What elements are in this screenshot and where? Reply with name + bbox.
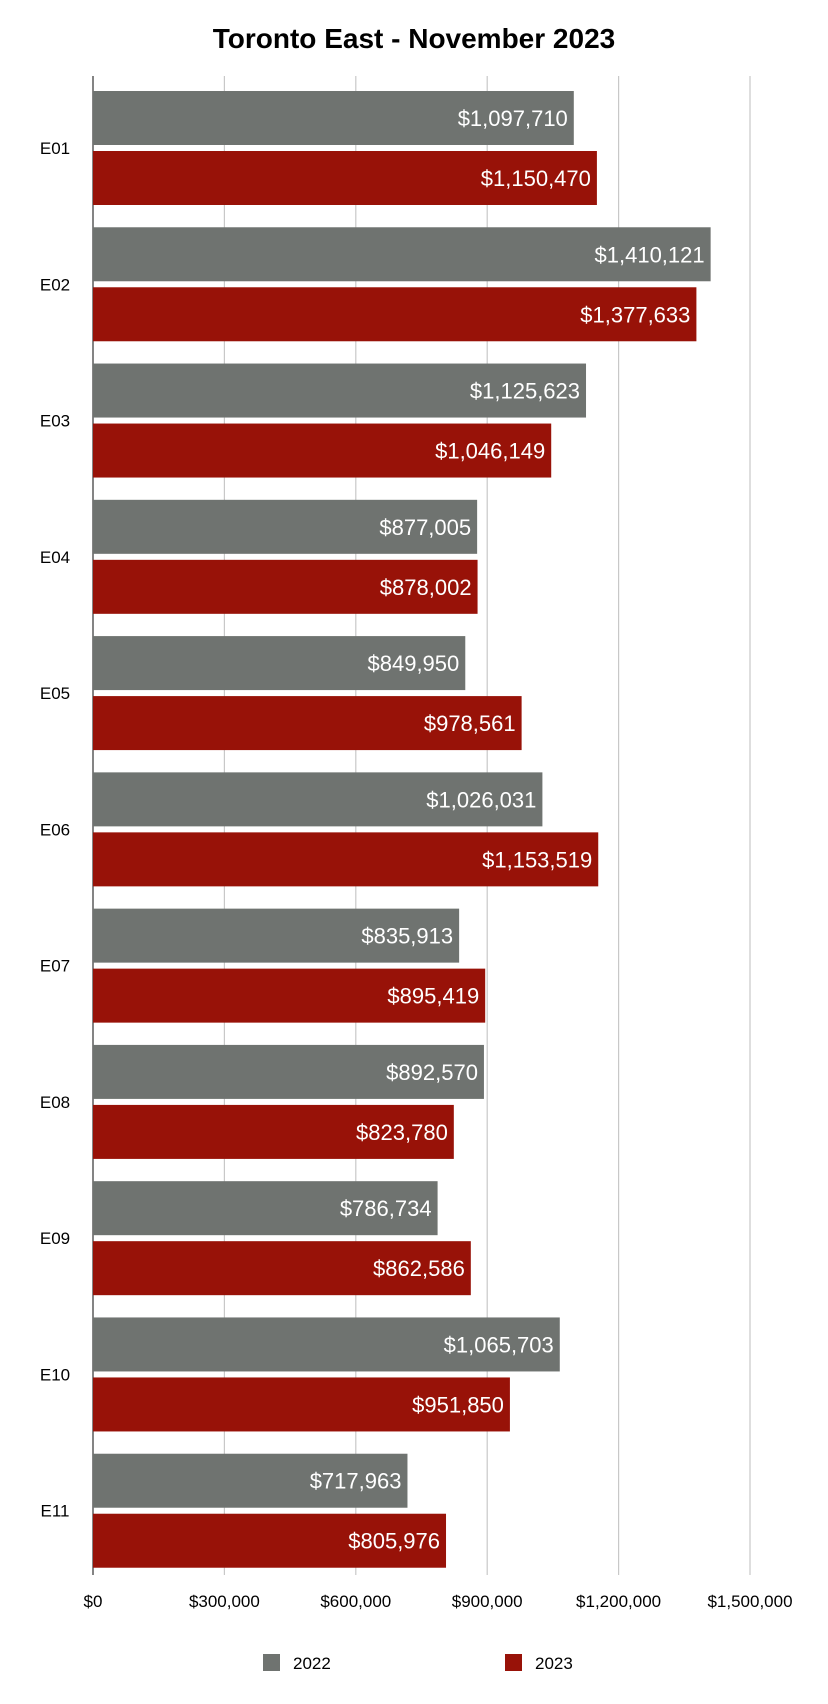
- x-tick-label: $1,200,000: [576, 1592, 661, 1611]
- data-label: $786,734: [340, 1196, 432, 1221]
- data-label: $951,850: [412, 1392, 504, 1417]
- bar-2022-E11: [93, 1453, 408, 1508]
- x-tick-label: $1,500,000: [707, 1592, 792, 1611]
- category-label-E05: E05: [40, 684, 70, 703]
- bar-2022-E03: [93, 363, 587, 418]
- data-label: $892,570: [386, 1060, 478, 1085]
- bar-2023-E09: [93, 1241, 471, 1296]
- data-label: $978,561: [424, 711, 516, 736]
- data-label: $1,377,633: [580, 302, 690, 327]
- data-label: $862,586: [373, 1256, 465, 1281]
- bar-2022-E01: [93, 91, 574, 145]
- data-labels: $1,097,710 $1,150,470 $1,410,121 $1,377,633…: [310, 106, 705, 1554]
- category-label-E10: E10: [40, 1365, 70, 1384]
- bar-2022-E07: [93, 908, 460, 963]
- category-label-E02: E02: [40, 275, 70, 294]
- data-label: $878,002: [380, 575, 472, 600]
- data-label: $1,153,519: [482, 847, 592, 872]
- category-label-E06: E06: [40, 820, 70, 839]
- bar-2023-E02: [93, 287, 697, 342]
- x-tick-label: $600,000: [320, 1592, 391, 1611]
- data-label: $1,410,121: [595, 242, 705, 267]
- bar-2023-E10: [93, 1377, 510, 1432]
- legend-swatch-2022: [263, 1654, 280, 1671]
- chart-title: Toronto East - November 2023: [213, 23, 615, 54]
- data-label: $1,150,470: [481, 166, 591, 191]
- data-label: $823,780: [356, 1120, 448, 1145]
- legend: 2022 2023: [263, 1654, 573, 1673]
- bar-2022-E06: [93, 772, 543, 827]
- x-tick-label: $300,000: [189, 1592, 260, 1611]
- bar-2023-E08: [93, 1104, 454, 1159]
- bar-2023-E05: [93, 696, 522, 751]
- x-tick-label: $900,000: [452, 1592, 523, 1611]
- bar-2023-E07: [93, 968, 486, 1023]
- category-label-E07: E07: [40, 957, 70, 976]
- data-label: $1,046,149: [435, 439, 545, 464]
- bars: [93, 91, 711, 1568]
- bar-2023-E03: [93, 423, 552, 478]
- x-axis-tick-labels: $0 $300,000 $600,000 $900,000 $1,200,000 $1,5…: [84, 1592, 793, 1611]
- bar-2023-E01: [93, 151, 597, 205]
- data-label: $1,065,703: [444, 1332, 554, 1357]
- category-label-E01: E01: [40, 139, 70, 158]
- data-label: $1,097,710: [458, 106, 568, 131]
- bar-2022-E05: [93, 636, 466, 691]
- category-label-E03: E03: [40, 412, 70, 431]
- category-label-E09: E09: [40, 1229, 70, 1248]
- x-tick-label: $0: [84, 1592, 103, 1611]
- legend-swatch-2023: [505, 1654, 522, 1671]
- bar-2022-E08: [93, 1044, 484, 1099]
- data-label: $895,419: [387, 984, 479, 1009]
- data-label: $805,976: [348, 1529, 440, 1554]
- data-label: $877,005: [379, 515, 471, 540]
- data-label: $717,963: [310, 1469, 402, 1494]
- bar-2023-E11: [93, 1513, 447, 1568]
- bar-2022-E10: [93, 1317, 560, 1372]
- bar-2022-E02: [93, 227, 711, 282]
- legend-label-2023: 2023: [535, 1654, 573, 1673]
- category-label-E04: E04: [40, 548, 70, 567]
- legend-label-2022: 2022: [293, 1654, 331, 1673]
- data-label: $849,950: [368, 651, 460, 676]
- category-label-E11: E11: [41, 1502, 70, 1521]
- data-label: $1,125,623: [470, 379, 580, 404]
- bar-2022-E09: [93, 1181, 438, 1236]
- bar-2023-E04: [93, 559, 478, 614]
- data-label: $835,913: [361, 924, 453, 949]
- bar-2022-E04: [93, 499, 478, 554]
- bar-2023-E06: [93, 832, 599, 887]
- data-label: $1,026,031: [426, 787, 536, 812]
- category-label-E08: E08: [40, 1093, 70, 1112]
- category-labels: E01 E02 E03 E04 E05 E06 E07 E08 E09 E10 E11: [40, 139, 70, 1521]
